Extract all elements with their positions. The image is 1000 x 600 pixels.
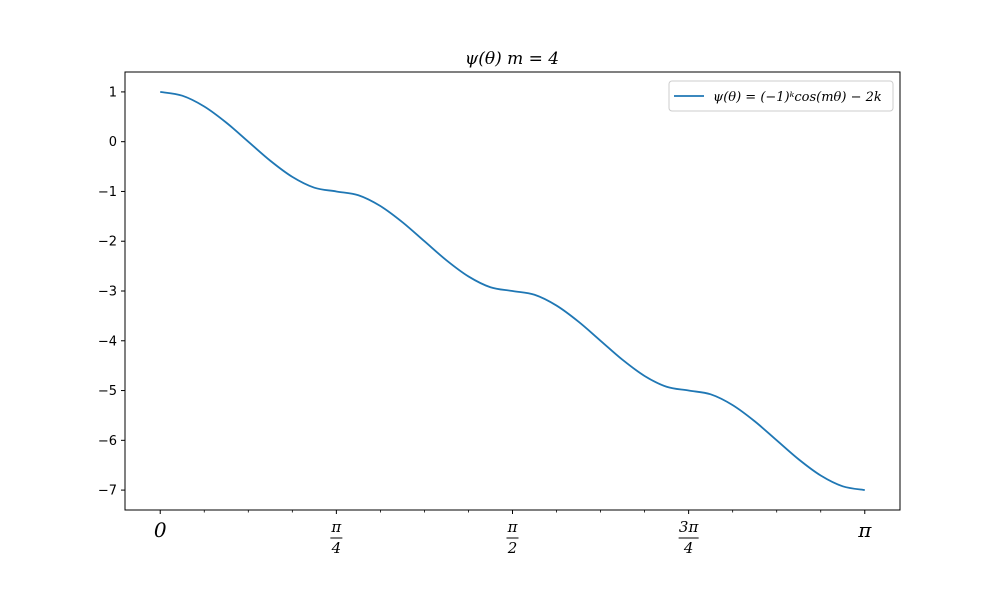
legend: ψ(θ) = (−1)ᵏcos(mθ) − 2k [668,80,894,112]
series-line [160,91,865,491]
axes-frame [124,71,901,511]
legend-box [668,80,894,112]
x-tick-label-denominator: 4 [683,539,694,557]
y-tick-label: −7 [98,484,117,499]
y-tick-label: 0 [109,135,117,150]
y-tick-label: −4 [98,334,117,349]
x-tick-label-denominator: 2 [507,539,518,557]
x-tick-label-numerator: 3π [679,518,700,536]
x-tick-label: π [857,518,872,542]
x-tick-label-numerator: π [507,518,519,536]
y-tick-label: −1 [98,185,117,200]
x-tick-label: 0 [154,518,167,542]
legend-label: ψ(θ) = (−1)ᵏcos(mθ) − 2k [713,90,882,105]
chart-title: ψ(θ) m = 4 [465,49,559,69]
y-tick-label: −5 [98,384,117,399]
y-tick-label: −3 [98,285,117,300]
x-tick-label-denominator: 4 [331,539,342,557]
y-tick-label: −6 [98,434,117,449]
x-tick-label-numerator: π [330,518,342,536]
y-tick-label: −2 [98,235,117,250]
y-tick-label: 1 [109,85,117,100]
plot-area: 1 0 −1 −2 −3 −4 −5 −6 −7 0 π 4 π 2 3π 4 π [98,85,872,557]
